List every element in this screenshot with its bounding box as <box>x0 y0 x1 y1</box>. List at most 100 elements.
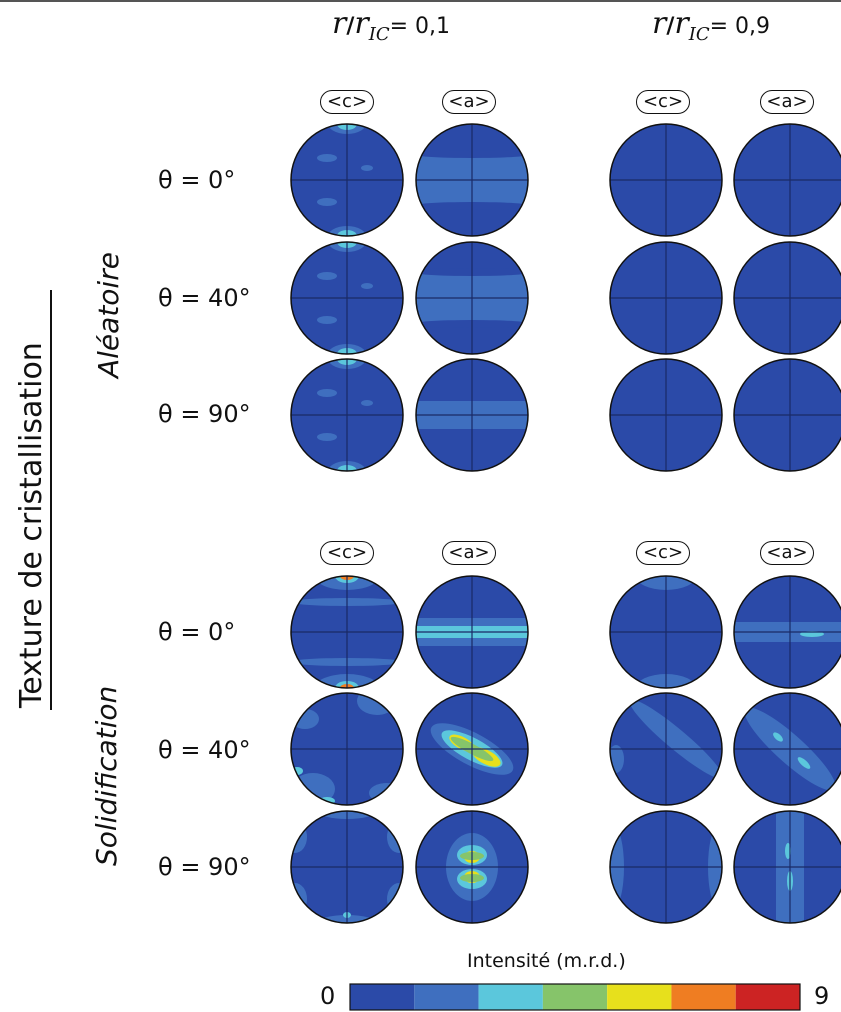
colorbar-segment <box>671 984 736 1010</box>
pole-figure <box>733 692 841 806</box>
pole-figure <box>290 692 404 806</box>
pole-figure <box>415 241 529 355</box>
pole-figure <box>415 575 529 689</box>
pole-figure-outline <box>290 358 404 472</box>
intensity-contour <box>317 389 337 397</box>
pole-figure <box>290 575 404 689</box>
intensity-contour <box>317 915 377 923</box>
colorbar-segment <box>350 984 415 1010</box>
pole-label-c: <c> <box>320 90 374 114</box>
pole-figure-outline <box>733 241 841 355</box>
intensity-contour <box>361 283 373 289</box>
intensity-contour <box>337 348 357 354</box>
intensity-contour <box>317 198 337 206</box>
colorbar-segment <box>542 984 608 1010</box>
intensity-contour <box>327 242 367 252</box>
side-title-rule <box>50 290 52 710</box>
pole-label-c: <c> <box>320 541 374 565</box>
pole-figure-outline <box>609 241 723 355</box>
pole-figure-outline <box>290 810 404 924</box>
pole-figure-outline <box>733 358 841 472</box>
intensity-contour <box>317 316 337 324</box>
pole-label-c: <c> <box>636 541 690 565</box>
intensity-contour <box>337 465 357 471</box>
pole-figure <box>733 810 841 924</box>
pole-figure-outline <box>415 810 529 924</box>
pole-label-a: <a> <box>760 541 814 565</box>
intensity-contour <box>335 576 359 583</box>
pole-figure-outline <box>415 358 529 472</box>
colorbar-label: Intensité (m.r.d.) <box>467 950 626 972</box>
pole-figure <box>733 123 841 237</box>
column-header-left: r/rIC= 0,1 <box>332 6 451 45</box>
pole-figure <box>290 358 404 472</box>
colorbar-segment <box>414 984 479 1010</box>
pole-figure <box>415 810 529 924</box>
intensity-contour <box>335 681 359 688</box>
pole-figure <box>415 123 529 237</box>
pole-figure-outline <box>733 123 841 237</box>
pole-figure-outline <box>733 692 841 806</box>
pole-figure <box>609 123 723 237</box>
pole-figure <box>733 241 841 355</box>
pole-figure <box>609 692 723 806</box>
pole-figure-outline <box>733 575 841 689</box>
pole-figure <box>609 575 723 689</box>
intensity-contour <box>317 272 337 280</box>
intensity-contour <box>317 433 337 441</box>
pole-figure <box>609 241 723 355</box>
colorbar-outline <box>349 983 801 1011</box>
intensity-contour <box>317 811 377 819</box>
colorbar-segment <box>478 984 543 1010</box>
row-label-theta-90: θ = 90° <box>158 400 251 428</box>
intensity-contour <box>327 461 367 471</box>
column-header-right: r/rIC= 0,9 <box>652 6 771 45</box>
row-label-theta-40: θ = 40° <box>158 736 251 764</box>
intensity-contour <box>797 757 811 769</box>
pole-figure-outline <box>415 241 529 355</box>
pole-figure-outline <box>290 575 404 689</box>
intensity-contour <box>636 576 696 590</box>
colorbar-segment <box>735 984 800 1010</box>
pole-figure-outline <box>415 123 529 237</box>
pole-figure-outline <box>609 123 723 237</box>
intensity-contour <box>337 230 357 236</box>
pole-figure-outline <box>609 575 723 689</box>
pole-figure <box>415 358 529 472</box>
colorbar-segment <box>607 984 672 1010</box>
pole-figure-outline <box>290 123 404 237</box>
pole-figure-outline <box>290 241 404 355</box>
intensity-contour <box>337 359 357 365</box>
intensity-contour <box>327 359 367 369</box>
colorbar-max: 9 <box>814 982 830 1010</box>
intensity-contour <box>327 124 367 134</box>
intensity-contour <box>369 783 403 803</box>
row-label-theta-0: θ = 0° <box>158 166 236 194</box>
pole-figure-outline <box>415 575 529 689</box>
intensity-contour <box>327 344 367 354</box>
intensity-contour <box>337 242 357 248</box>
row-label-theta-40: θ = 40° <box>158 284 251 312</box>
pole-figure <box>290 123 404 237</box>
row-label-theta-90: θ = 90° <box>158 853 251 881</box>
pole-label-a: <a> <box>760 90 814 114</box>
pole-figure-outline <box>733 810 841 924</box>
pole-figure <box>415 692 529 806</box>
colorbar-min: 0 <box>320 982 336 1010</box>
pole-figure <box>290 810 404 924</box>
pole-figure <box>609 810 723 924</box>
row-label-theta-0: θ = 0° <box>158 618 236 646</box>
pole-label-a: <a> <box>442 541 496 565</box>
pole-figure <box>609 358 723 472</box>
intensity-contour <box>361 400 373 406</box>
pole-figure <box>733 575 841 689</box>
pole-figure <box>290 241 404 355</box>
intensity-contour <box>340 684 354 688</box>
intensity-contour <box>317 154 337 162</box>
intensity-contour <box>773 732 783 742</box>
intensity-contour <box>629 699 722 779</box>
intensity-contour <box>313 674 381 688</box>
pole-figure-outline <box>415 692 529 806</box>
colorbar <box>349 983 801 1011</box>
